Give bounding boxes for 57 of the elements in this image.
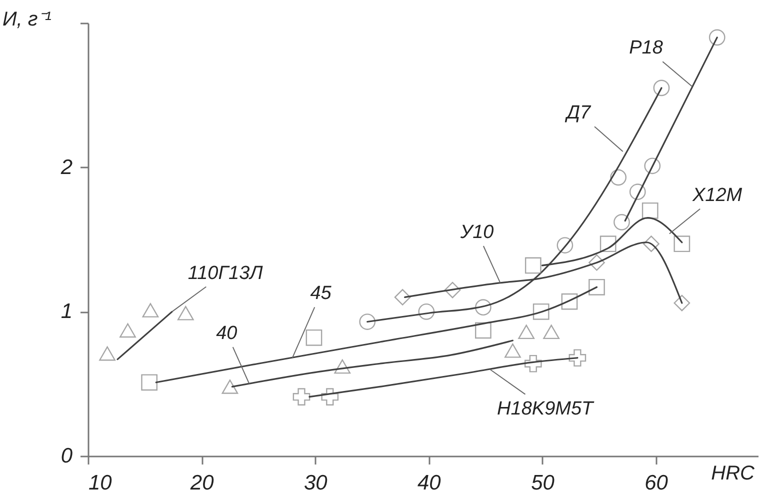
point (561, 293, 578, 310)
point (642, 202, 658, 219)
annotation: Д7 (564, 102, 592, 124)
point (334, 359, 351, 374)
point (475, 322, 492, 339)
point (643, 236, 660, 252)
x-tick-label: 60 (644, 472, 668, 492)
point (653, 80, 670, 96)
point (99, 346, 116, 361)
point (518, 324, 535, 340)
point (504, 343, 521, 358)
point (708, 29, 726, 46)
x-tick-label: 50 (531, 472, 555, 492)
point (359, 314, 376, 330)
point (629, 184, 646, 200)
y-tick-label: 2 (60, 156, 73, 179)
annotation: У10 (459, 222, 494, 243)
y-tick-label: 1 (60, 300, 72, 324)
point (222, 380, 238, 394)
y-axis-title: И, г⁻¹ (2, 8, 52, 30)
annotation: X12M (691, 184, 742, 206)
x-axis-title: HRC (711, 462, 756, 484)
point (543, 324, 560, 340)
point (588, 278, 605, 296)
point (524, 354, 542, 372)
point (610, 169, 627, 186)
y-tick-label: 0 (60, 444, 73, 468)
point (177, 306, 194, 320)
point (120, 323, 136, 338)
point (292, 388, 310, 406)
point (142, 303, 159, 318)
point (674, 236, 690, 252)
x-tick-label: 30 (304, 472, 328, 492)
point (418, 304, 435, 320)
x-tick-label: 10 (88, 472, 112, 492)
annotation: P18 (629, 38, 664, 59)
x-tick-label: 40 (418, 472, 442, 492)
point (674, 294, 690, 312)
point (532, 303, 550, 320)
point (644, 158, 661, 174)
point (588, 254, 605, 271)
point (614, 214, 630, 230)
annotation: H18K9M5T (497, 398, 595, 420)
point (568, 349, 586, 367)
point (141, 374, 158, 391)
point (306, 329, 322, 346)
point (600, 236, 616, 252)
point (444, 282, 461, 298)
point (321, 388, 339, 406)
point (524, 257, 542, 274)
point (556, 237, 574, 254)
annotation: 110Г13Л (188, 262, 264, 284)
x-tick-label: 20 (189, 472, 214, 492)
point (475, 299, 492, 316)
point (394, 289, 411, 306)
annotation: 45 (310, 283, 332, 304)
annotation: 40 (216, 323, 238, 344)
